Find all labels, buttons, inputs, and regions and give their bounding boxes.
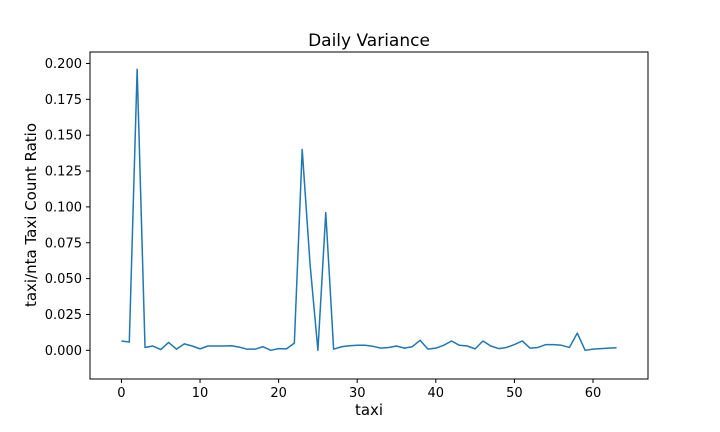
x-tick-label: 0 [117,386,125,401]
y-tick-label: 0.125 [45,165,82,180]
y-tick-label: 0.075 [45,236,82,251]
y-tick-label: 0.025 [45,308,82,323]
plot-frame [89,51,649,380]
x-tick-label: 50 [506,386,523,401]
y-axis: 0.000 0.025 0.050 0.075 0.100 0.125 0.150 0.175… [45,57,90,359]
y-tick-label: 0.000 [45,344,82,359]
y-tick-label: 0.150 [45,129,82,144]
y-tick-label: 0.175 [45,93,82,108]
y-axis-label: taxi/nta Taxi Count Ratio [22,123,40,307]
series-line [121,68,617,352]
x-tick-label: 40 [428,386,445,401]
chart-title: Daily Variance [308,31,430,51]
y-tick-label: 0.050 [45,272,82,287]
x-tick-label: 60 [585,386,602,401]
x-tick-label: 20 [270,386,287,401]
x-axis: 0 10 20 30 40 50 60 [117,379,601,401]
y-tick-label: 0.200 [45,57,82,72]
x-tick-label: 10 [192,386,209,401]
y-tick-label: 0.100 [45,200,82,215]
x-tick-label: 30 [349,386,366,401]
x-axis-label: taxi [355,401,383,419]
